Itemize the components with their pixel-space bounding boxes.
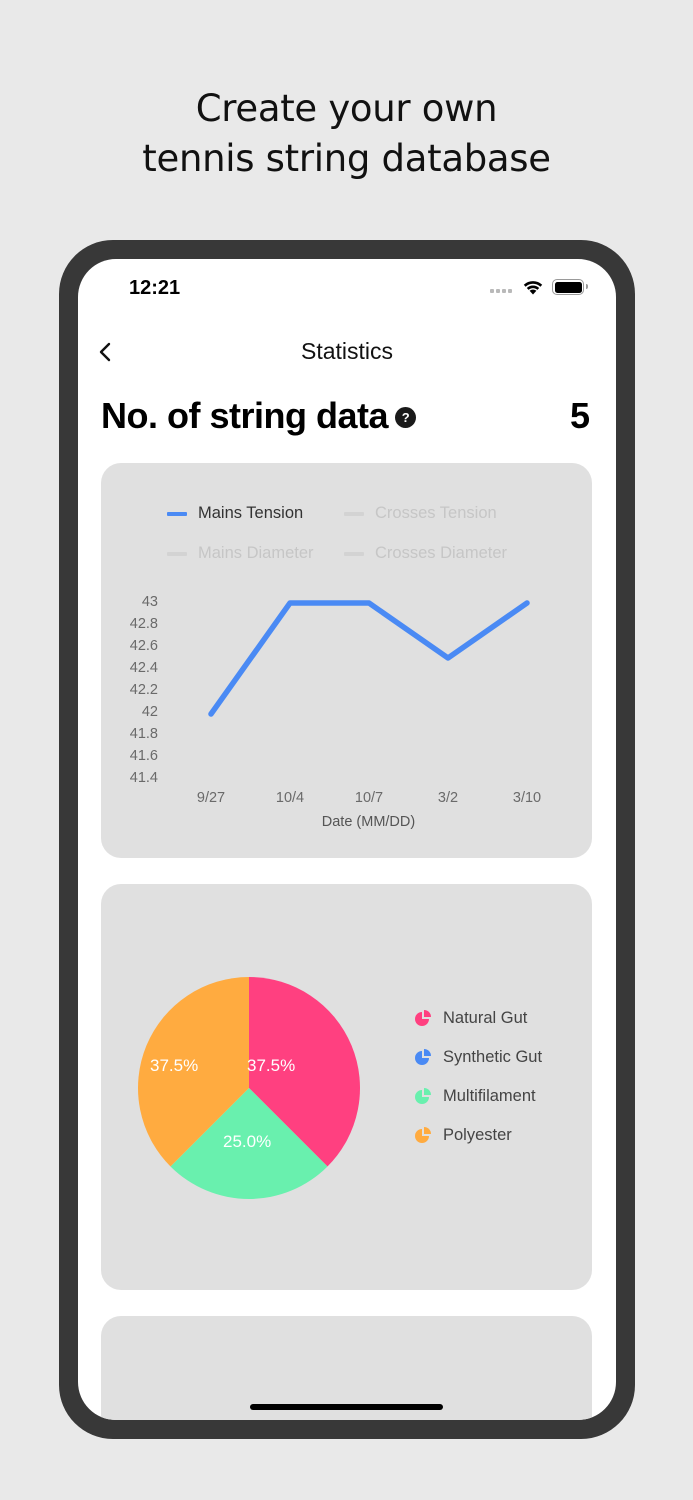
pie-chart-icon — [415, 1087, 431, 1104]
pie-chart-icon — [415, 1009, 431, 1026]
promo-headline-line2: tennis string database — [142, 137, 551, 180]
legend-label: Mains Tension — [198, 504, 304, 522]
legend-label: Crosses Tension — [375, 504, 497, 522]
promo-headline-line1: Create your own — [195, 87, 498, 130]
legend-line-swatch — [167, 511, 187, 516]
y-tick: 42 — [141, 704, 158, 720]
tension-line-chart-card: Mains Tension Crosses Tension Mains Diam… — [101, 463, 592, 858]
x-tick: 3/2 — [437, 790, 459, 806]
x-axis-label: Date (MM/DD) — [321, 814, 416, 830]
additional-stats-card — [101, 1316, 592, 1420]
legend-label: Synthetic Gut — [443, 1048, 543, 1066]
pie-slice-label-multifilament: 25.0% — [223, 1132, 272, 1151]
y-tick: 42.6 — [129, 638, 158, 654]
string-type-pie-card: 37.5% 25.0% 37.5% Natural Gut Synthetic … — [101, 884, 592, 1290]
home-indicator[interactable] — [250, 1404, 443, 1410]
y-tick: 41.6 — [129, 748, 158, 764]
x-tick: 10/7 — [354, 790, 384, 806]
pie-legend-polyester[interactable]: Polyester — [414, 1126, 512, 1145]
legend-label: Multifilament — [443, 1087, 536, 1105]
legend-label: Mains Diameter — [198, 544, 314, 562]
back-button[interactable] — [96, 337, 116, 367]
y-tick: 42.4 — [129, 660, 158, 676]
chevron-left-icon — [99, 342, 111, 362]
pie-legend-synthetic-gut[interactable]: Synthetic Gut — [414, 1048, 542, 1067]
x-tick: 3/10 — [512, 790, 542, 806]
y-tick: 41.4 — [129, 770, 158, 786]
string-type-pie-chart — [137, 977, 361, 1200]
y-tick: 42.2 — [129, 682, 158, 698]
legend-label: Crosses Diameter — [375, 544, 508, 562]
phone-screen: 12:21 Statistics No. of string data ? 5 — [78, 259, 616, 1420]
pie-chart-icon — [415, 1126, 431, 1143]
pie-slice-label-polyester: 37.5% — [150, 1056, 199, 1075]
promo-headline: Create your own tennis string database — [0, 84, 693, 184]
string-count-heading: No. of string data ? — [101, 395, 416, 437]
legend-line-swatch — [344, 551, 364, 556]
phone-frame: 12:21 Statistics No. of string data ? 5 — [59, 240, 635, 1439]
page-title: Statistics — [300, 338, 394, 364]
mains-tension-line — [208, 600, 530, 717]
pie-legend-multifilament[interactable]: Multifilament — [414, 1087, 536, 1106]
legend-crosses-diameter[interactable]: Crosses Diameter — [344, 544, 507, 563]
legend-line-swatch — [167, 551, 187, 556]
signal-dots-icon — [490, 281, 512, 293]
status-time: 12:21 — [129, 277, 181, 299]
x-tick: 9/27 — [196, 790, 226, 806]
battery-icon — [552, 279, 588, 295]
status-icons — [490, 279, 588, 295]
legend-line-swatch — [344, 511, 364, 516]
legend-label: Natural Gut — [443, 1009, 528, 1027]
legend-mains-diameter[interactable]: Mains Diameter — [167, 544, 314, 563]
y-tick: 42.8 — [129, 616, 158, 632]
y-tick: 43 — [141, 594, 158, 610]
legend-mains-tension[interactable]: Mains Tension — [167, 504, 303, 523]
string-count-value: 5 — [569, 395, 590, 436]
wifi-icon — [523, 281, 543, 295]
legend-label: Polyester — [443, 1126, 512, 1144]
legend-crosses-tension[interactable]: Crosses Tension — [344, 504, 497, 523]
pie-chart-icon — [415, 1048, 431, 1065]
pie-slice-label-natural-gut: 37.5% — [247, 1056, 296, 1075]
pie-legend-natural-gut[interactable]: Natural Gut — [414, 1009, 527, 1028]
x-tick: 10/4 — [275, 790, 305, 806]
y-tick: 41.8 — [129, 726, 158, 742]
string-count-label: No. of string data — [101, 395, 389, 436]
help-icon[interactable]: ? — [395, 406, 416, 428]
